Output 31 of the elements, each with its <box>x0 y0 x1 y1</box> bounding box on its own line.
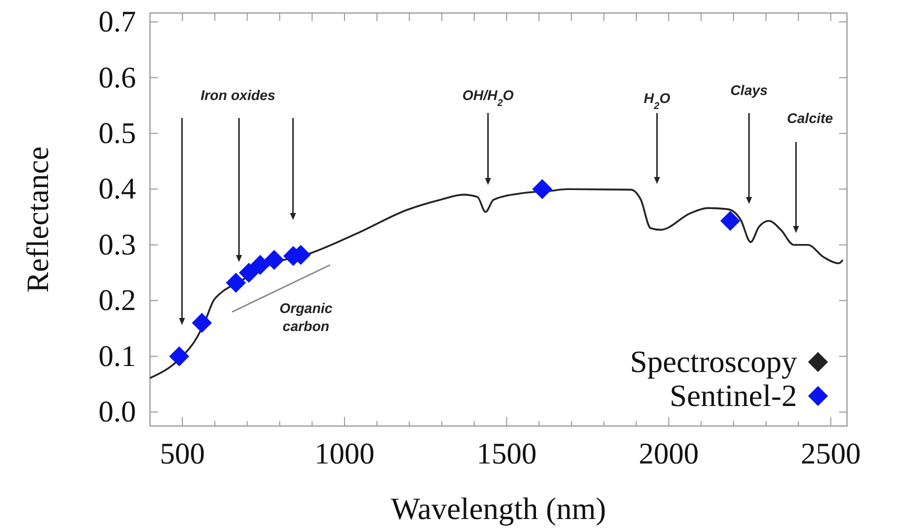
y-axis-title: Reflectance <box>20 146 55 293</box>
annotation: Iron oxides <box>200 87 276 103</box>
legend-label: Spectroscopy <box>630 344 798 379</box>
y-tick-label: 0.2 <box>98 284 136 318</box>
point <box>226 272 246 293</box>
annotation: Clays <box>730 82 768 98</box>
x-tick-label: 1500 <box>476 437 537 470</box>
point <box>720 210 740 231</box>
point <box>238 262 259 283</box>
annotation: H$_{2}$O <box>644 90 670 112</box>
y-tick-label: 0.1 <box>98 340 136 373</box>
annotation: Calcite <box>787 110 834 126</box>
x-tick-label: 1000 <box>314 437 375 470</box>
y-tick-label: 0.3 <box>98 228 136 262</box>
x-tick-label: 2500 <box>800 437 861 470</box>
y-tick-label: 0.7 <box>98 6 136 39</box>
point <box>169 346 190 366</box>
x-tick-label: 500 <box>160 437 205 470</box>
point <box>250 254 270 275</box>
y-tick-label: 0.0 <box>98 396 136 429</box>
annotation: Organic carbon <box>280 300 333 334</box>
point <box>192 312 212 333</box>
annotation: OH/H$_{2}$O <box>462 87 514 108</box>
x-tick-label: 2000 <box>638 437 699 470</box>
y-tick-label: 0.4 <box>98 172 136 206</box>
y-tick-label: 0.6 <box>98 61 136 94</box>
point <box>264 250 284 270</box>
point <box>532 179 552 200</box>
y-tick-label: 0.5 <box>98 116 136 150</box>
legend-label: Sentinel-2 <box>670 378 797 413</box>
x-axis-title: Wavelength (nm) <box>390 491 606 526</box>
